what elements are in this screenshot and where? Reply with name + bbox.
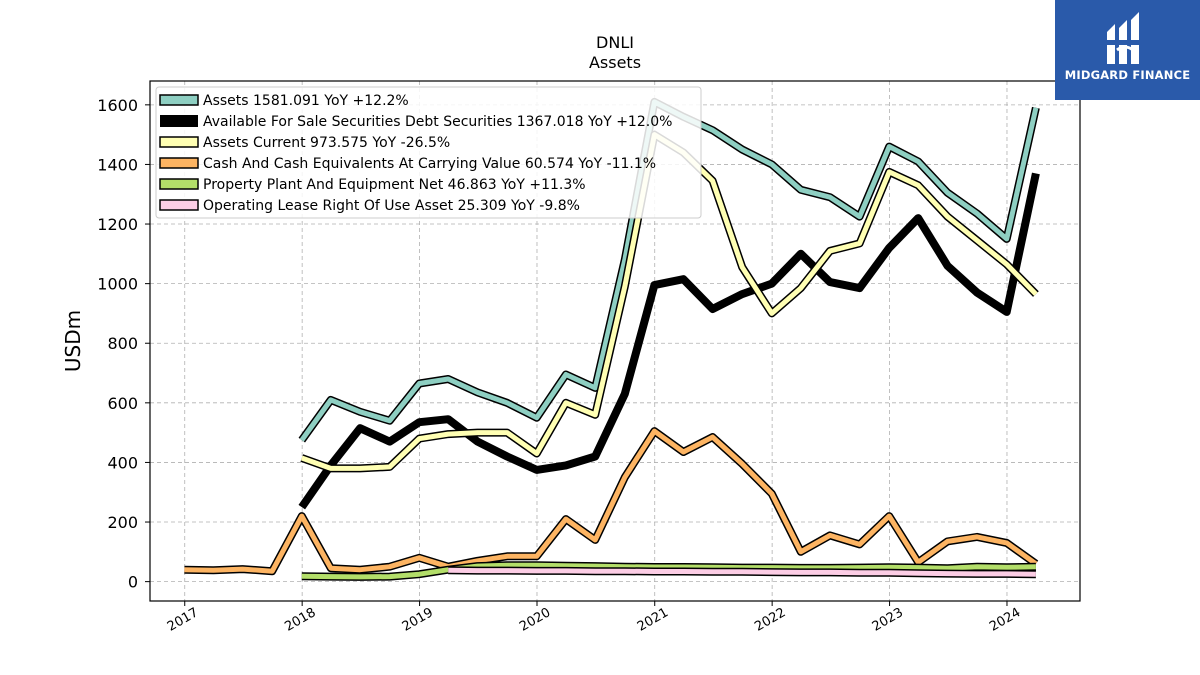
x-tick-label: 2020 (517, 605, 553, 635)
legend-entry-4: Property Plant And Equipment Net 46.863 … (159, 177, 586, 193)
series-line (298, 172, 1040, 510)
legend: Assets 1581.091 YoY +12.2% Available For … (155, 86, 702, 219)
legend-entry-3: Cash And Cash Equivalents At Carrying Va… (159, 156, 656, 172)
x-tick-label: 2023 (870, 605, 906, 635)
legend-label: Assets Current 973.575 YoY -26.5% (203, 135, 450, 151)
legend-entry-1: Available For Sale Securities Debt Secur… (160, 114, 672, 130)
legend-entry-0: Assets 1581.091 YoY +12.2% (159, 93, 409, 109)
brand-name: MIDGARD FINANCE (1064, 68, 1191, 82)
y-axis-label: USDm (61, 310, 85, 372)
x-tick-label: 2019 (400, 605, 436, 635)
y-tick-label: 1000 (97, 275, 138, 294)
x-tick-label: 2021 (635, 605, 671, 635)
series-1 (298, 172, 1040, 510)
x-tick-label: 2018 (282, 605, 318, 635)
y-axis: 0 200 400 600 800 1000 1200 1400 1600 (97, 96, 150, 592)
series-line (184, 428, 1038, 574)
y-tick-label: 800 (107, 334, 138, 353)
y-tick-label: 400 (107, 453, 138, 472)
y-tick-label: 200 (107, 513, 138, 532)
legend-label: Cash And Cash Equivalents At Carrying Va… (203, 156, 656, 172)
series-3 (184, 427, 1039, 576)
chart-subtitle: Assets (589, 53, 641, 72)
chart-title: DNLI (596, 33, 634, 52)
legend-swatch (159, 157, 199, 169)
x-tick-label: 2022 (752, 605, 788, 635)
x-tick-label: 2024 (987, 605, 1023, 635)
y-tick-label: 1400 (97, 155, 138, 174)
x-tick-label: 2017 (165, 605, 201, 635)
series-line (301, 562, 1036, 580)
legend-swatch (159, 94, 199, 106)
legend-entry-2: Assets Current 973.575 YoY -26.5% (159, 135, 450, 151)
y-tick-label: 600 (107, 394, 138, 413)
legend-frame (155, 86, 702, 219)
series-line (448, 567, 1036, 577)
x-axis: 2017 2018 2019 2020 2021 2022 2023 2024 (165, 601, 1023, 635)
legend-label: Available For Sale Securities Debt Secur… (203, 114, 672, 130)
series-5 (448, 566, 1036, 579)
logo-mark-icon (1103, 12, 1145, 64)
legend-entry-5: Operating Lease Right Of Use Asset 25.30… (159, 198, 580, 214)
legend-swatch (160, 115, 198, 127)
brand-logo: MIDGARD FINANCE (1055, 0, 1200, 100)
legend-label: Operating Lease Right Of Use Asset 25.30… (203, 198, 580, 214)
legend-label: Property Plant And Equipment Net 46.863 … (203, 177, 586, 193)
legend-swatch (159, 199, 199, 211)
legend-label: Assets 1581.091 YoY +12.2% (203, 93, 409, 109)
series-4 (301, 561, 1036, 581)
legend-swatch (159, 136, 199, 148)
legend-swatch (159, 178, 199, 190)
plot-frame (149, 80, 1081, 602)
y-tick-label: 1200 (97, 215, 138, 234)
y-tick-label: 1600 (97, 96, 138, 115)
y-tick-label: 0 (128, 573, 138, 592)
